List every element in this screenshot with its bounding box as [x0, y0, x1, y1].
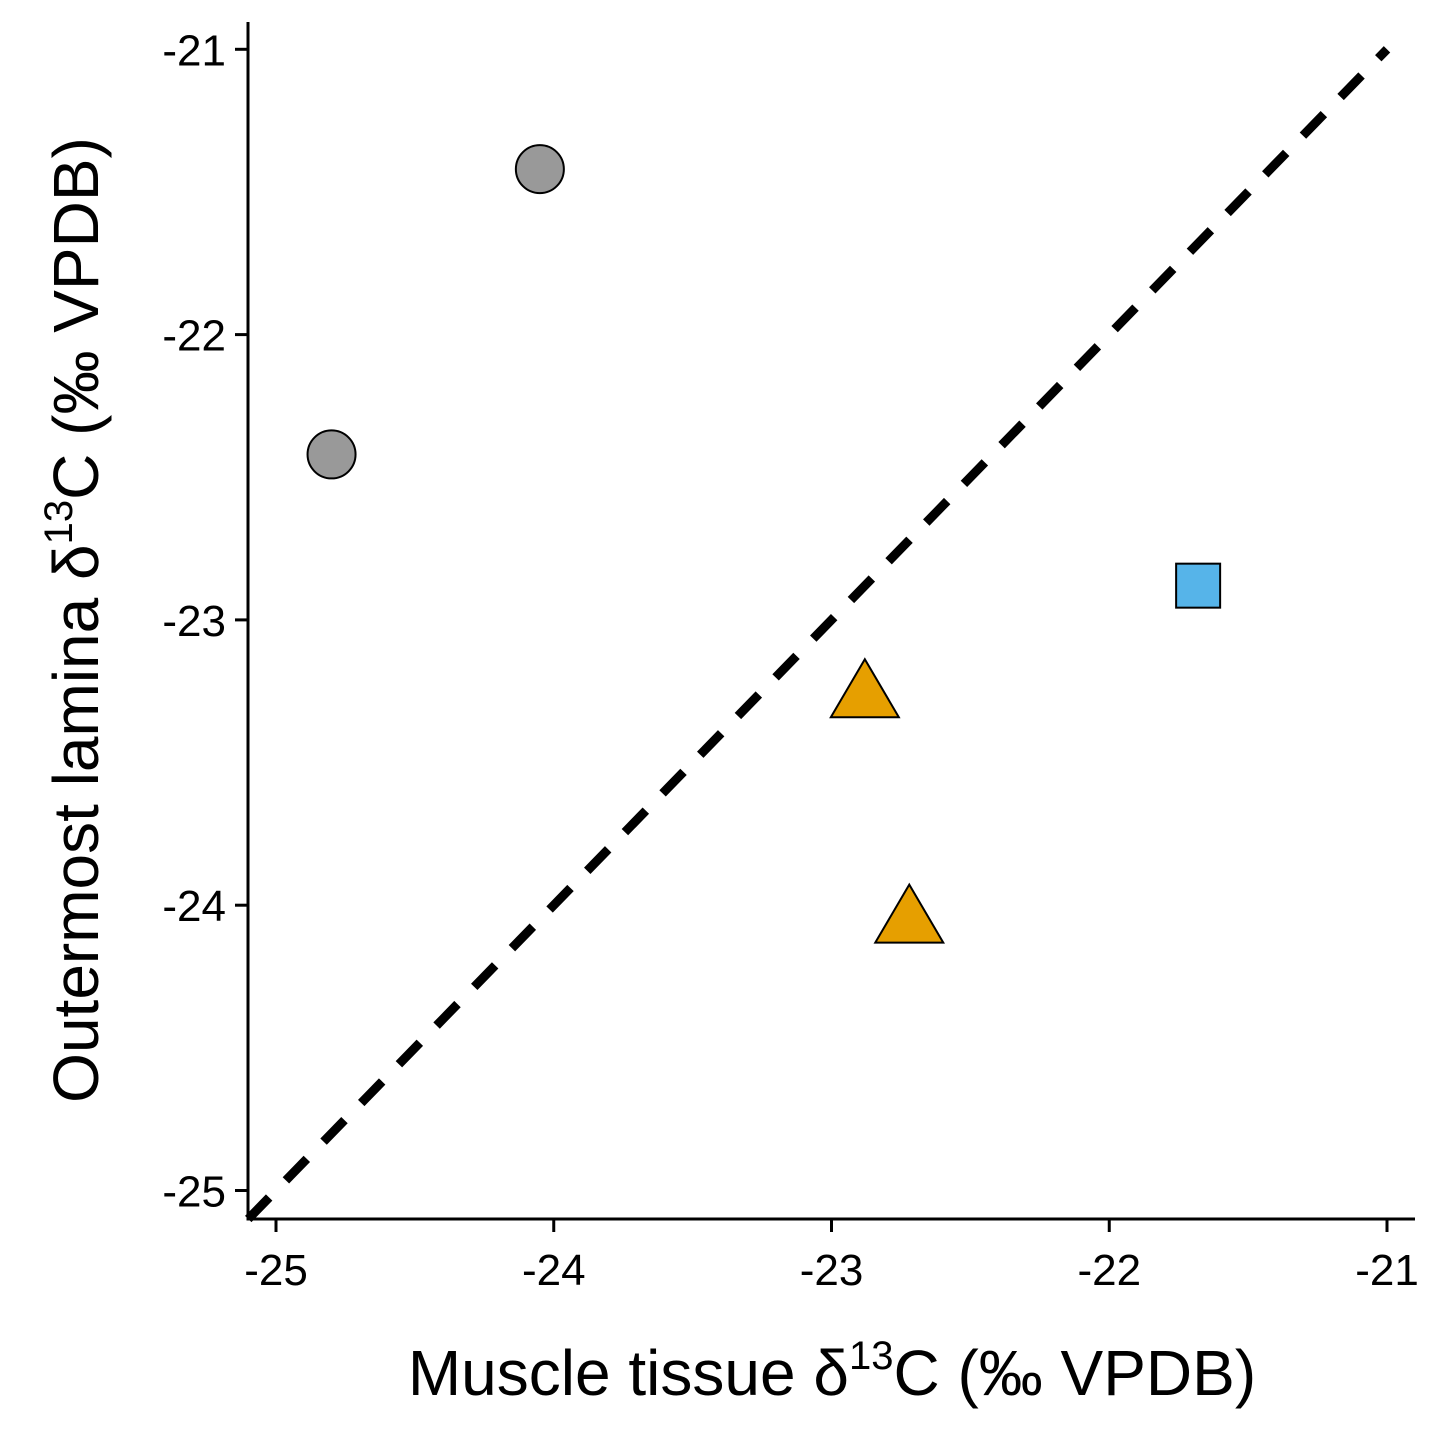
x-axis-title-prefix: Muscle tissue δ [408, 1337, 849, 1409]
points-layer [306, 144, 1222, 944]
point-circle [514, 144, 565, 195]
x-ticks: -25 -24 -23 -22 -21 [244, 1219, 1419, 1295]
y-tick-label: -25 [162, 1168, 226, 1217]
point-circle [306, 429, 357, 480]
y-tick-label: -23 [162, 597, 226, 646]
x-tick-label: -23 [800, 1246, 864, 1295]
y-axis-title-prefix: Outermost lamina δ [40, 544, 112, 1102]
point-triangle [873, 882, 946, 944]
y-ticks: -25 -24 -23 -22 -21 [162, 26, 248, 1217]
y-axis-title-sup: 13 [37, 500, 81, 545]
point-square [1175, 562, 1222, 609]
point-triangle [829, 657, 901, 719]
y-axis-title-suffix: C (‰ VPDB) [40, 137, 112, 500]
y-axis-title: Outermost lamina δ13C (‰ VPDB) [37, 137, 112, 1103]
x-axis-title-sup: 13 [849, 1334, 894, 1378]
reference-line-layer [245, 46, 1391, 1223]
x-tick-label: -22 [1077, 1246, 1141, 1295]
x-axis-title: Muscle tissue δ13C (‰ VPDB) [408, 1334, 1256, 1409]
x-tick-label: -25 [244, 1246, 308, 1295]
y-tick-label: -22 [162, 312, 226, 361]
x-tick-label: -24 [522, 1246, 586, 1295]
x-tick-label: -21 [1355, 1246, 1419, 1295]
y-tick-label: -21 [162, 26, 226, 75]
y-tick-label: -24 [162, 882, 226, 931]
reference-line-1to1 [245, 46, 1391, 1223]
x-axis-title-suffix: C (‰ VPDB) [893, 1337, 1256, 1409]
